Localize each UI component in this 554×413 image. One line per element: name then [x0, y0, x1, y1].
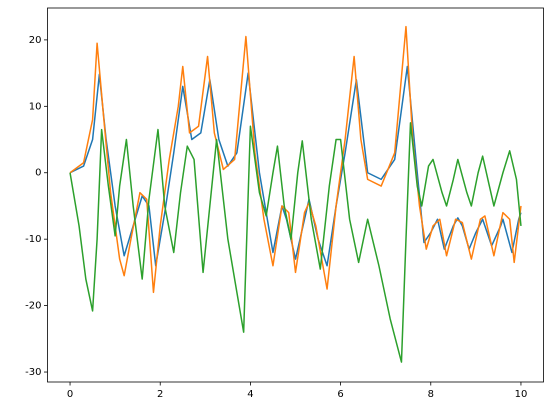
- y-tick-label: -10: [25, 234, 41, 245]
- y-tick-label: 10: [29, 101, 42, 112]
- y-tick-label: -30: [25, 367, 41, 378]
- x-tick-label: 6: [337, 389, 343, 400]
- plot-frame: [47, 7, 544, 383]
- x-tick-label: 4: [247, 389, 253, 400]
- data-line: [69, 122, 522, 363]
- x-tick-label: 10: [515, 389, 528, 400]
- data-line: [69, 25, 522, 294]
- y-tick-label: 0: [35, 168, 41, 179]
- x-tick-label: 8: [428, 389, 434, 400]
- data-line: [69, 65, 522, 267]
- x-tick-label: 0: [67, 389, 73, 400]
- x-tick-label: 2: [157, 389, 163, 400]
- y-tick-label: 20: [29, 35, 42, 46]
- y-tick-label: -20: [25, 301, 41, 312]
